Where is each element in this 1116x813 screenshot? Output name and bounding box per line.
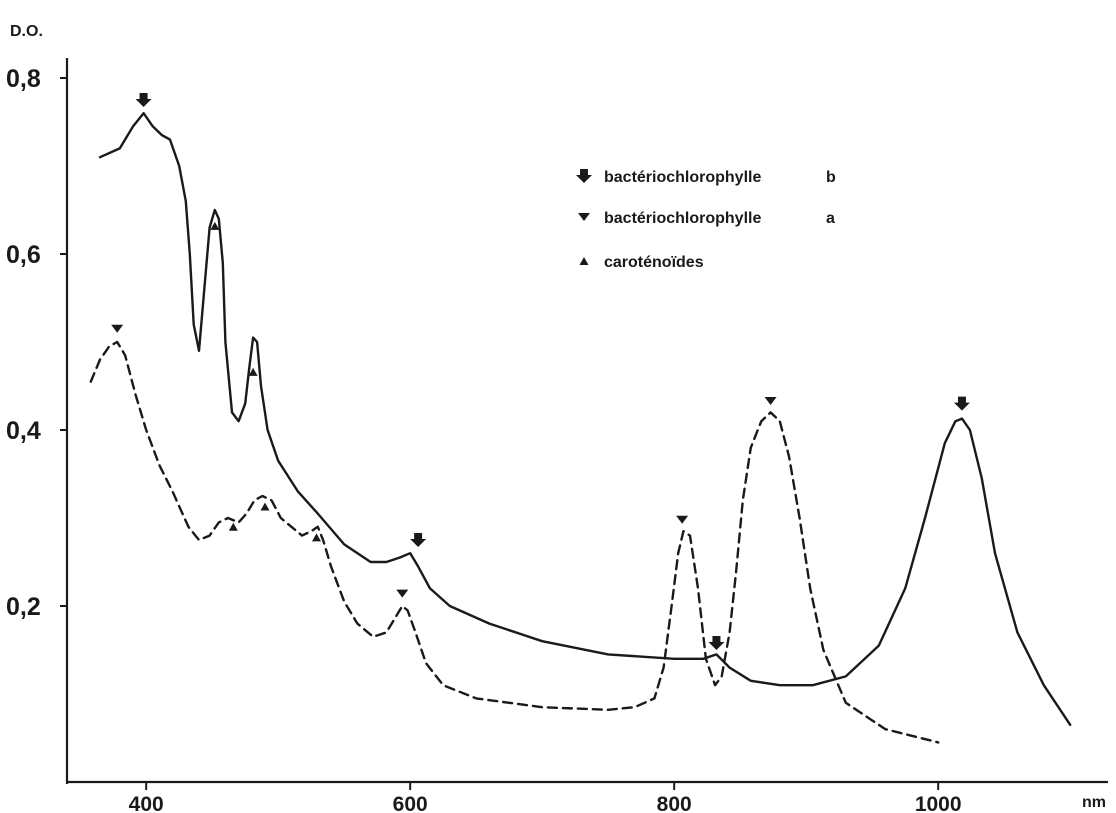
- axes: 0,2 0,4 0,6 0,8 400 600 800 1000 D.O. nm: [6, 23, 1108, 813]
- legend: bactériochlorophylle b bactériochlorophyll…: [576, 169, 836, 271]
- series-layer: [89, 111, 1072, 744]
- bacteriochlorophyll-a-marker: [764, 396, 777, 405]
- bacteriochlorophyll-b-marker: [708, 635, 725, 650]
- bacteriochlorophyll-b-marker: [953, 396, 970, 411]
- bacteriochlorophyll-b-marker: [410, 533, 427, 547]
- y-axis-label: D.O.: [10, 23, 43, 40]
- x-tick-label: 400: [129, 793, 164, 813]
- bacteriochlorophyll-a-marker: [676, 515, 689, 524]
- carotenoid-marker: [210, 221, 220, 230]
- bacteriochlorophyll-a-marker: [578, 213, 590, 221]
- x-tick-label: 600: [393, 793, 428, 813]
- legend-label: bactériochlorophylle: [604, 169, 761, 186]
- legend-label: bactériochlorophylle: [604, 210, 761, 227]
- x-tick-label: 800: [657, 793, 692, 813]
- y-tick-label: 0,4: [6, 417, 41, 445]
- x-tick-label: 1000: [915, 793, 962, 813]
- legend-suffix: b: [826, 169, 836, 186]
- bacteriochlorophyll-b-marker: [135, 93, 152, 107]
- y-tick-label: 0,2: [6, 593, 41, 621]
- legend-label: caroténoïdes: [604, 254, 704, 271]
- legend-suffix: a: [826, 210, 835, 227]
- series-dashed-line: [89, 340, 940, 744]
- carotenoid-marker: [260, 502, 270, 511]
- bacteriochlorophyll-a-marker: [111, 324, 124, 333]
- bacteriochlorophyll-b-marker: [576, 169, 592, 183]
- y-tick-label: 0,6: [6, 241, 41, 269]
- carotenoid-marker: [248, 367, 258, 376]
- series-solid-line: [98, 111, 1072, 726]
- peak-markers: [111, 93, 970, 650]
- carotenoid-marker: [579, 257, 589, 265]
- bacteriochlorophyll-a-marker: [396, 589, 409, 598]
- y-tick-label: 0,8: [6, 65, 41, 93]
- x-axis-label: nm: [1082, 794, 1106, 811]
- carotenoid-marker: [228, 522, 238, 531]
- carotenoid-marker: [311, 533, 321, 542]
